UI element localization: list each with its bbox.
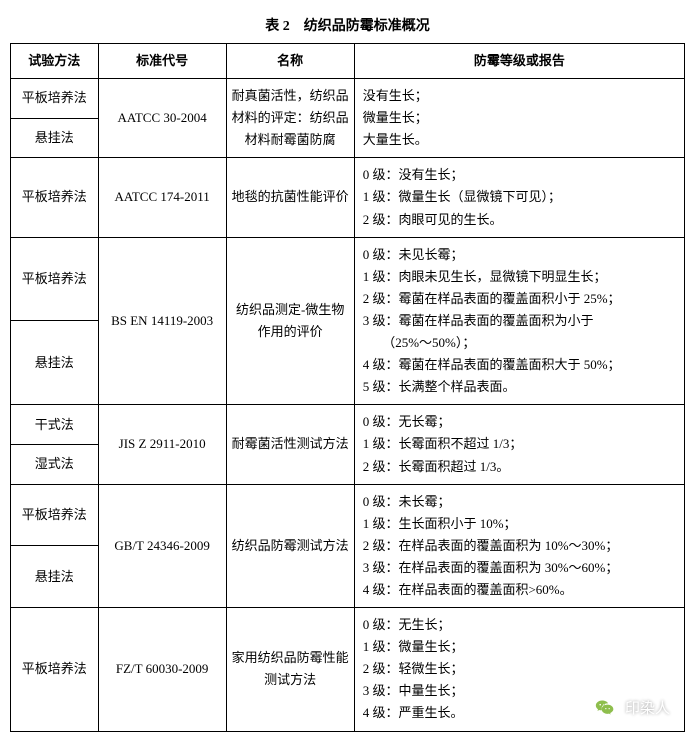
table-row: 平板培养法 BS EN 14119-2003 纺织品测定-微生物作用的评价 0 … xyxy=(11,237,685,321)
table-header-row: 试验方法 标准代号 名称 防霉等级或报告 xyxy=(11,44,685,79)
cell-name: 地毯的抗菌性能评价 xyxy=(226,158,354,237)
cell-grade: 0 级：无长霉；1 级：长霉面积不超过 1/3；2 级：长霉面积超过 1/3。 xyxy=(354,405,684,484)
cell-method: 平板培养法 xyxy=(11,237,99,321)
cell-name: 家用纺织品防霉性能测试方法 xyxy=(226,608,354,731)
cell-grade: 没有生长；微量生长；大量生长。 xyxy=(354,79,684,158)
header-name: 名称 xyxy=(226,44,354,79)
cell-method: 干式法 xyxy=(11,405,99,445)
cell-standard: GB/T 24346-2009 xyxy=(98,484,226,607)
cell-method: 湿式法 xyxy=(11,444,99,484)
cell-grade: 0 级：未见长霉；1 级：肉眼未见生长，显微镜下明显生长；2 级：霉菌在样品表面… xyxy=(354,237,684,405)
cell-name: 纺织品防霉测试方法 xyxy=(226,484,354,607)
watermark: 印染人 xyxy=(591,694,670,722)
header-method: 试验方法 xyxy=(11,44,99,79)
cell-standard: FZ/T 60030-2009 xyxy=(98,608,226,731)
standards-table: 试验方法 标准代号 名称 防霉等级或报告 平板培养法 AATCC 30-2004… xyxy=(10,43,685,732)
watermark-text: 印染人 xyxy=(625,697,670,718)
cell-standard: AATCC 174-2011 xyxy=(98,158,226,237)
cell-name: 耐真菌活性，纺织品材料的评定：纺织品材料耐霉菌防腐 xyxy=(226,79,354,158)
cell-method: 悬挂法 xyxy=(11,321,99,405)
cell-method: 平板培养法 xyxy=(11,608,99,731)
header-grade: 防霉等级或报告 xyxy=(354,44,684,79)
cell-standard: BS EN 14119-2003 xyxy=(98,237,226,405)
table-row: 平板培养法 AATCC 30-2004 耐真菌活性，纺织品材料的评定：纺织品材料… xyxy=(11,79,685,119)
cell-method: 平板培养法 xyxy=(11,484,99,546)
table-row: 平板培养法 AATCC 174-2011 地毯的抗菌性能评价 0 级：没有生长；… xyxy=(11,158,685,237)
cell-method: 悬挂法 xyxy=(11,546,99,608)
cell-method: 悬挂法 xyxy=(11,118,99,158)
table-row: 干式法 JIS Z 2911-2010 耐霉菌活性测试方法 0 级：无长霉；1 … xyxy=(11,405,685,445)
table-title: 表 2 纺织品防霉标准概况 xyxy=(10,15,685,35)
cell-standard: AATCC 30-2004 xyxy=(98,79,226,158)
table-row: 平板培养法 GB/T 24346-2009 纺织品防霉测试方法 0 级：未长霉；… xyxy=(11,484,685,546)
cell-grade: 0 级：未长霉；1 级：生长面积小于 10%；2 级：在样品表面的覆盖面积为 1… xyxy=(354,484,684,607)
table-row: 平板培养法 FZ/T 60030-2009 家用纺织品防霉性能测试方法 0 级：… xyxy=(11,608,685,731)
wechat-icon xyxy=(591,694,619,722)
header-standard: 标准代号 xyxy=(98,44,226,79)
cell-method: 平板培养法 xyxy=(11,79,99,119)
cell-grade: 0 级：没有生长；1 级：微量生长（显微镜下可见）；2 级：肉眼可见的生长。 xyxy=(354,158,684,237)
cell-method: 平板培养法 xyxy=(11,158,99,237)
cell-name: 纺织品测定-微生物作用的评价 xyxy=(226,237,354,405)
cell-standard: JIS Z 2911-2010 xyxy=(98,405,226,484)
cell-name: 耐霉菌活性测试方法 xyxy=(226,405,354,484)
